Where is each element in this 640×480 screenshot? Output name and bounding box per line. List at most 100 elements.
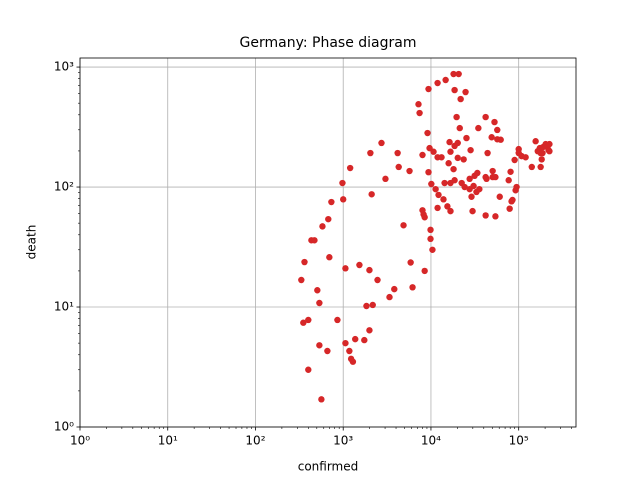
point <box>475 124 482 132</box>
point <box>346 347 353 355</box>
point <box>368 191 375 198</box>
point <box>352 335 359 343</box>
point <box>446 138 453 146</box>
point <box>537 163 544 171</box>
points <box>298 70 553 403</box>
point <box>346 164 354 172</box>
point <box>407 259 414 266</box>
point <box>461 183 468 191</box>
point <box>482 212 489 219</box>
y-tick-label: 10² <box>54 180 74 194</box>
point <box>470 182 477 190</box>
point <box>395 163 402 171</box>
point <box>356 261 363 269</box>
point <box>435 191 442 199</box>
point <box>455 70 462 78</box>
point <box>496 193 503 200</box>
point <box>406 167 413 175</box>
point <box>463 134 470 142</box>
point <box>507 168 514 175</box>
point <box>429 246 436 253</box>
point <box>416 109 423 117</box>
point <box>484 149 491 157</box>
point <box>488 134 495 141</box>
point <box>447 148 454 155</box>
point <box>349 358 357 365</box>
point <box>447 207 454 215</box>
point <box>532 138 539 145</box>
point <box>328 198 335 206</box>
point <box>453 113 460 121</box>
point <box>539 149 546 157</box>
point <box>474 169 481 177</box>
plot-frame <box>79 57 577 428</box>
point <box>511 156 518 164</box>
point <box>430 148 437 155</box>
point <box>445 160 452 167</box>
point <box>415 101 422 108</box>
point <box>305 366 312 373</box>
point <box>468 193 475 200</box>
y-axis-label: death <box>25 225 39 260</box>
point <box>324 347 331 355</box>
point <box>425 168 432 176</box>
point <box>451 86 458 94</box>
point <box>400 222 407 229</box>
point <box>316 299 323 307</box>
point <box>489 167 496 175</box>
point <box>442 76 449 84</box>
point <box>339 179 346 187</box>
point <box>425 85 432 93</box>
point <box>434 79 441 87</box>
point <box>482 113 489 121</box>
point <box>427 235 434 243</box>
x-axis-label: confirmed <box>298 460 359 474</box>
point <box>311 237 318 244</box>
point <box>469 207 476 215</box>
point <box>454 139 461 147</box>
point <box>513 183 520 191</box>
y-tick-label: 10¹ <box>54 300 74 314</box>
point <box>491 118 498 126</box>
point <box>374 276 381 284</box>
point <box>378 139 385 147</box>
point <box>441 179 448 187</box>
point <box>476 185 483 193</box>
x-tick-label: 10⁴ <box>421 434 441 448</box>
point <box>457 95 464 103</box>
x-tick-label: 10³ <box>333 434 353 448</box>
point <box>366 266 373 274</box>
point <box>301 258 308 266</box>
point <box>342 339 349 347</box>
point <box>450 165 457 173</box>
point <box>509 196 516 204</box>
point <box>434 204 441 212</box>
point <box>366 327 373 334</box>
point <box>450 70 457 78</box>
x-tick-label: 10² <box>245 434 265 448</box>
point <box>319 223 326 230</box>
point <box>391 285 398 293</box>
point <box>451 177 458 184</box>
point <box>444 203 451 210</box>
point <box>334 316 341 324</box>
point <box>438 154 445 161</box>
point <box>421 214 428 221</box>
point <box>440 196 447 203</box>
point <box>528 163 535 171</box>
point <box>460 156 467 163</box>
point <box>367 149 374 157</box>
point <box>409 284 416 291</box>
point <box>316 342 323 349</box>
point <box>497 136 504 143</box>
point <box>361 336 368 344</box>
point <box>325 215 332 223</box>
y-tick-label: 10⁰ <box>54 420 74 434</box>
point <box>363 302 370 310</box>
point <box>382 175 389 183</box>
point <box>492 213 499 220</box>
point <box>456 124 463 132</box>
point <box>483 175 490 183</box>
point <box>386 293 393 301</box>
